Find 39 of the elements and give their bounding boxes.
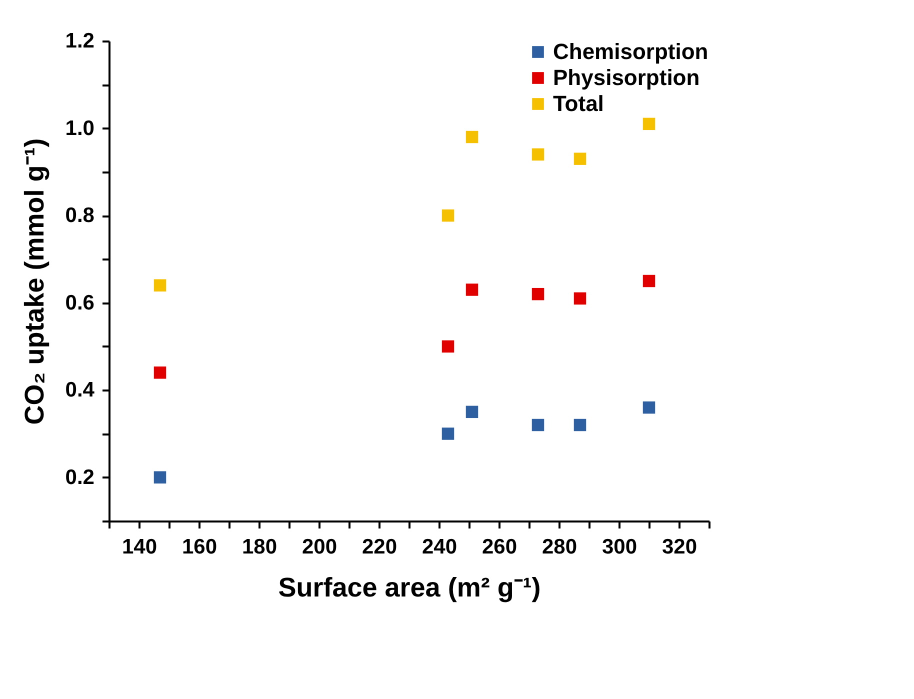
point: [154, 279, 166, 292]
legend-label: Physisorption: [553, 65, 700, 90]
x-tick-label: 240: [422, 536, 458, 558]
point: [466, 406, 478, 418]
point: [532, 148, 544, 161]
point: [574, 418, 586, 432]
x-tick-label: 300: [602, 536, 638, 558]
y-axis-title: CO₂ uptake (mmol g⁻¹): [19, 138, 50, 425]
point: [574, 152, 586, 165]
x-tick-label: 260: [482, 536, 518, 558]
point: [532, 288, 544, 300]
x-axis-title: Surface area (m² g⁻¹): [278, 572, 541, 602]
legend-label: Total: [553, 91, 604, 116]
point: [154, 366, 166, 379]
x-tick-label: 140: [122, 536, 158, 558]
x-tick-label: 200: [302, 536, 338, 558]
point: [574, 292, 586, 305]
point: [442, 428, 454, 440]
point: [442, 340, 454, 353]
x-tick-label: 280: [542, 536, 578, 558]
point: [466, 284, 478, 296]
y-tick-label: 0.4: [65, 378, 95, 402]
x-tick-label: 160: [182, 536, 218, 558]
point: [642, 118, 656, 130]
x-tick-label: 180: [242, 536, 278, 558]
point: [642, 274, 656, 288]
y-tick-label: 0.2: [65, 466, 94, 489]
y-tick-label: 0.6: [65, 291, 94, 314]
y-tick-label: 1.0: [65, 116, 94, 140]
x-tick-label: 320: [662, 536, 698, 558]
point: [154, 471, 166, 484]
point: [466, 130, 478, 144]
point: [642, 401, 656, 414]
point: [532, 418, 544, 432]
y-tick-label: 0.8: [65, 204, 95, 228]
legend-label: Chemisorption: [553, 39, 708, 64]
point: [442, 209, 454, 222]
x-tick-label: 220: [362, 536, 398, 558]
y-tick-label: 1.2: [65, 30, 94, 52]
